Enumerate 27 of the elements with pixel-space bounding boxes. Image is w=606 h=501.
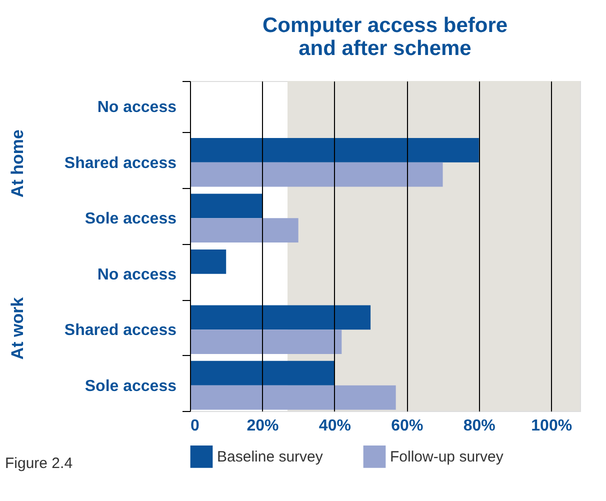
bar [190,138,479,162]
x-tick-label: 40% [318,418,351,434]
x-tick-label: 0 [190,418,200,434]
x-tick-label: 60% [391,418,424,434]
bar [190,305,371,330]
text: At home [8,130,27,198]
x-tick-label: 20% [246,418,279,434]
y-tick-label: Shared access [64,322,177,340]
bar [190,249,226,274]
y-tick-label: No access [97,99,177,116]
text: At work [8,296,27,360]
caption: Figure 2.4 [5,455,73,472]
x-tick-label: 80% [463,418,496,434]
y-tick-label: No access [97,266,177,284]
y-tick-label: Sole access [84,378,177,395]
chart-title: Computer access before and after scheme [262,14,508,60]
legend-label: Follow-up survey [390,448,504,466]
bar [190,194,262,218]
bar [190,218,298,243]
bar [190,330,342,354]
bar [190,360,334,386]
y-tick-label: Sole access [84,210,177,228]
bar [190,385,396,410]
y-tick-label: Shared access [64,154,177,172]
bar [190,162,443,187]
x-tick-label: 100% [531,418,572,434]
legend-label: Baseline survey [217,448,324,466]
